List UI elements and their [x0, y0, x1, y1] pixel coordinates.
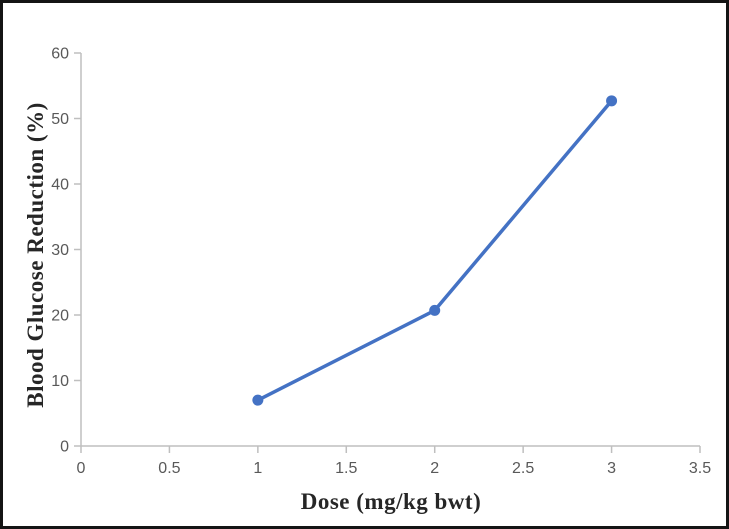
y-tick-label: 20	[51, 308, 69, 325]
x-tick-label: 2.5	[512, 460, 534, 477]
x-tick-label: 1.5	[335, 460, 357, 477]
x-tick-label: 1	[253, 460, 262, 477]
y-tick-label: 60	[51, 46, 69, 63]
data-point-marker	[252, 394, 264, 406]
y-tick-label: 10	[51, 373, 69, 390]
x-tick-label: 2	[430, 460, 439, 477]
x-tick-label: 3	[607, 460, 616, 477]
y-tick-label: 40	[51, 177, 69, 194]
y-tick-label: 30	[51, 242, 69, 259]
x-tick-label: 0.5	[158, 460, 180, 477]
x-tick-label: 3.5	[689, 460, 711, 477]
line-plot: 0 0.5 1 1.5 2 2.5 3 3.5 0 10 20 30 40 50 60	[51, 46, 711, 478]
x-tick-label: 0	[77, 460, 86, 477]
x-axis-title: Dose (mg/kg bwt)	[300, 489, 482, 514]
y-tick-label: 50	[51, 111, 69, 128]
data-point-marker	[606, 95, 618, 107]
y-axis-title: Blood Glucose Reduction (%)	[23, 102, 48, 408]
data-line	[256, 99, 614, 402]
y-tick-label: 0	[60, 439, 69, 456]
data-point-marker	[429, 304, 441, 316]
